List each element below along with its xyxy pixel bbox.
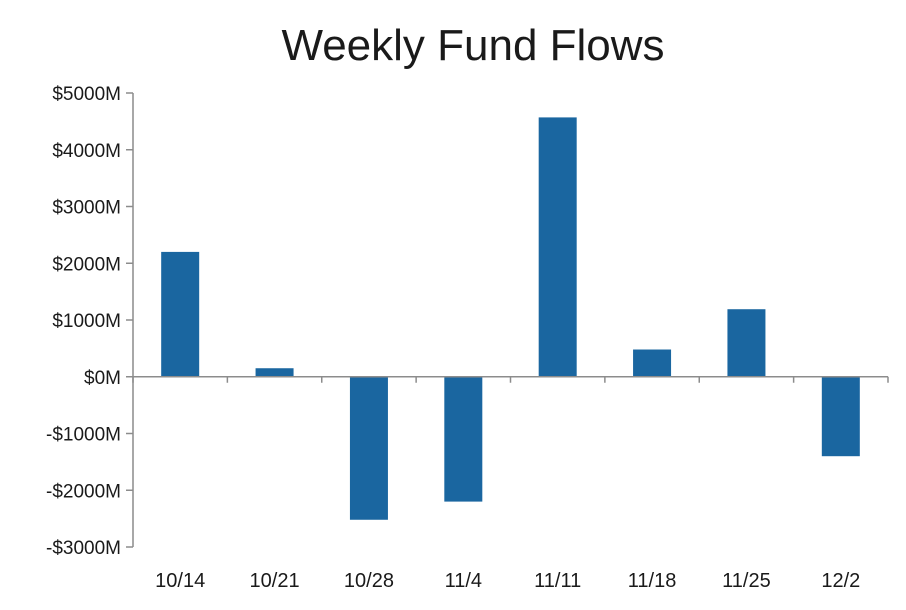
y-tick-label: $1000M — [52, 311, 121, 332]
x-tick-label: 12/2 — [821, 570, 860, 592]
y-tick-label: -$2000M — [46, 481, 121, 502]
bar-11-25 — [727, 309, 766, 377]
y-tick-label: $5000M — [52, 84, 121, 105]
bar-12-2 — [821, 376, 860, 457]
x-tick-label: 11/25 — [722, 570, 771, 592]
x-tick-label: 10/28 — [344, 570, 394, 592]
bar-11-4 — [444, 376, 483, 502]
y-tick-label: $2000M — [52, 254, 121, 275]
x-tick-label: 10/21 — [250, 570, 300, 592]
bar-11-18 — [633, 349, 672, 377]
x-tick-label: 11/18 — [628, 570, 677, 592]
y-tick-label: $4000M — [52, 141, 121, 162]
x-tick-label: 11/4 — [445, 570, 482, 592]
y-tick-label: -$1000M — [46, 425, 121, 446]
bar-10-21 — [255, 368, 294, 377]
bar-10-28 — [349, 376, 388, 520]
x-tick-label: 11/11 — [534, 570, 581, 592]
y-tick-label: $3000M — [52, 198, 121, 219]
bars-group — [161, 117, 860, 520]
y-tick-label: -$3000M — [46, 538, 121, 559]
x-axis: 10/14 10/21 10/28 11/4 11/11 11/18 11/25 12/2 — [132, 376, 889, 592]
y-axis: $5000M $4000M $3000M $2000M $1000M $0M -$1000M… — [46, 84, 134, 559]
x-tick-label: 10/14 — [155, 570, 205, 592]
y-tick-label: $0M — [84, 368, 121, 389]
bar-11-11 — [538, 117, 577, 377]
bar-10-14 — [161, 251, 200, 377]
chart-title: Weekly Fund Flows — [281, 21, 664, 70]
